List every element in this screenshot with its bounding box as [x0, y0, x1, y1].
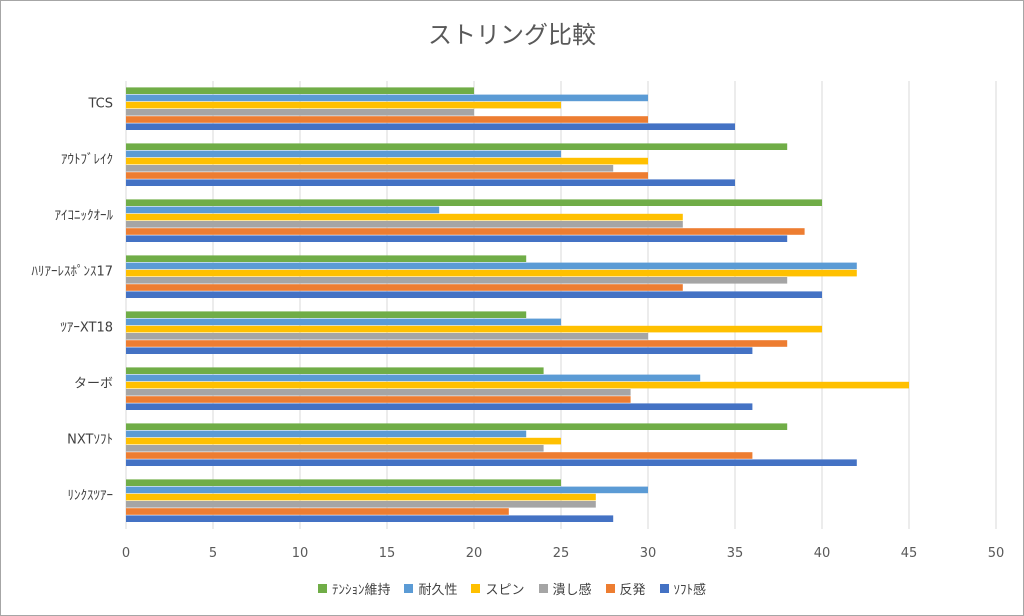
- legend-item: ｿﾌﾄ感: [659, 579, 707, 598]
- x-tick-label: 25: [553, 546, 570, 561]
- x-tick-label: 50: [988, 546, 1005, 561]
- bar: [126, 255, 527, 262]
- bar: [126, 221, 683, 228]
- bar: [126, 445, 544, 452]
- bar: [126, 165, 614, 172]
- x-tick-label: 45: [901, 546, 918, 561]
- legend-label: ｿﾌﾄ感: [673, 583, 707, 598]
- bar: [126, 452, 753, 459]
- legend-item: スピン: [471, 579, 525, 598]
- legend-swatch: [538, 584, 548, 593]
- legend-swatch: [605, 584, 615, 593]
- category-label: TCS: [87, 97, 113, 112]
- legend-item: 潰し感: [538, 579, 592, 598]
- bar: [126, 143, 788, 150]
- x-tick-label: 30: [640, 546, 657, 561]
- bar: [126, 501, 596, 508]
- bar: [126, 213, 683, 221]
- x-tick-label: 0: [122, 546, 130, 561]
- legend-swatch: [471, 584, 481, 593]
- legend-label: ﾃﾝｼｮﾝ維持: [331, 583, 391, 598]
- legend-swatch: [404, 584, 414, 593]
- bar: [126, 389, 631, 396]
- legend-swatch: [659, 584, 669, 593]
- legend-label: 耐久性: [418, 583, 458, 598]
- bar: [126, 123, 735, 130]
- bar: [126, 318, 561, 326]
- legend-item: 耐久性: [404, 579, 457, 598]
- category-label: ﾘﾝｸｽﾂｱｰ: [68, 489, 114, 504]
- legend: ﾃﾝｼｮﾝ維持 耐久性 スピン 潰し感 反発 ｿﾌﾄ感: [1, 579, 1023, 598]
- bar: [126, 430, 527, 438]
- x-tick-label: 20: [466, 546, 483, 561]
- bar: [126, 493, 596, 501]
- bar: [126, 347, 753, 354]
- legend-item: ﾃﾝｼｮﾝ維持: [317, 579, 391, 598]
- x-tick-label: 15: [379, 546, 396, 561]
- category-label: ターボ: [74, 377, 113, 392]
- bar: [126, 486, 648, 494]
- x-tick-label: 35: [727, 546, 744, 561]
- legend-item: 反発: [605, 579, 646, 598]
- category-label: ｱｳﾄﾌﾞﾚｲｸ: [61, 153, 113, 168]
- x-tick-label: 5: [209, 546, 217, 561]
- bar: [126, 269, 857, 277]
- bar: [126, 284, 683, 291]
- bar: [126, 459, 857, 466]
- bar: [126, 508, 509, 515]
- bar: [126, 423, 788, 430]
- x-tick-label: 10: [292, 546, 309, 561]
- bar: [126, 515, 614, 522]
- bar: [126, 311, 527, 318]
- bar: [126, 340, 788, 347]
- category-label: NXTｿﾌﾄ: [67, 433, 113, 448]
- bar: [126, 94, 648, 102]
- bar: [126, 101, 561, 109]
- chart-title: ストリング比較: [428, 21, 596, 49]
- bar: [126, 325, 822, 333]
- bar: [126, 479, 561, 486]
- legend-label: 反発: [619, 583, 646, 598]
- legend-label: スピン: [485, 583, 525, 598]
- bar: [126, 116, 648, 123]
- legend-label: 潰し感: [552, 583, 592, 598]
- bar: [126, 403, 753, 410]
- bar: [126, 291, 822, 298]
- bar: [126, 109, 474, 116]
- bar: [126, 235, 788, 242]
- bar: [126, 333, 648, 340]
- legend-swatch: [317, 584, 327, 593]
- category-label: ﾊﾘｱｰﾚｽﾎﾟﾝｽ17: [31, 265, 113, 280]
- bar: [126, 277, 788, 284]
- bar: [126, 172, 648, 179]
- bar: [126, 150, 561, 158]
- category-label: ﾂｱｰXT18: [60, 321, 113, 336]
- bar: [126, 262, 857, 270]
- bar: [126, 367, 544, 374]
- bar: [126, 157, 648, 165]
- bar: [126, 396, 631, 403]
- bar: [126, 179, 735, 186]
- category-label: ｱｲｺﾆｯｸｵｰﾙ: [55, 209, 114, 224]
- bar: [126, 381, 909, 389]
- bar: [126, 87, 474, 94]
- bar: [126, 206, 440, 214]
- bar: [126, 228, 805, 235]
- bar: [126, 437, 561, 445]
- x-tick-label: 40: [814, 546, 831, 561]
- bar: [126, 374, 701, 382]
- bar: [126, 199, 822, 206]
